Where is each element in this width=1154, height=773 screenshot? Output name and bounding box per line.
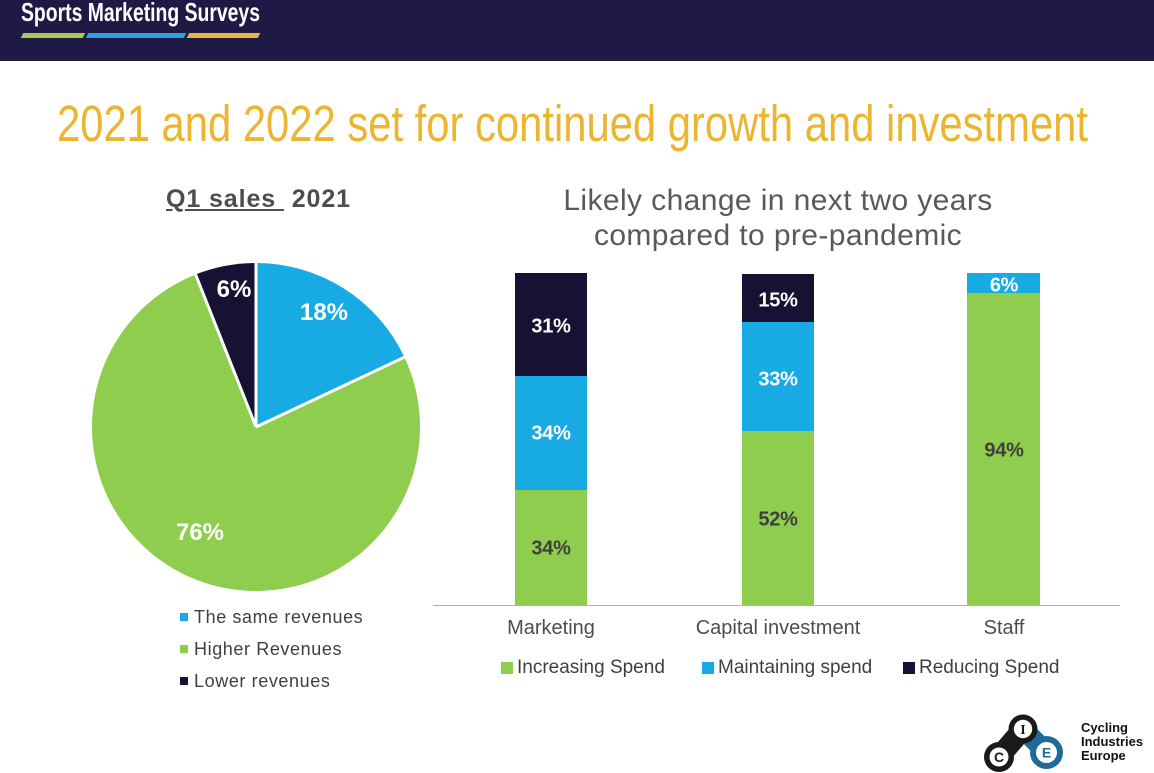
svg-text:E: E (1042, 745, 1051, 761)
svg-text:C: C (994, 749, 1004, 765)
svg-text:I: I (1020, 723, 1025, 738)
